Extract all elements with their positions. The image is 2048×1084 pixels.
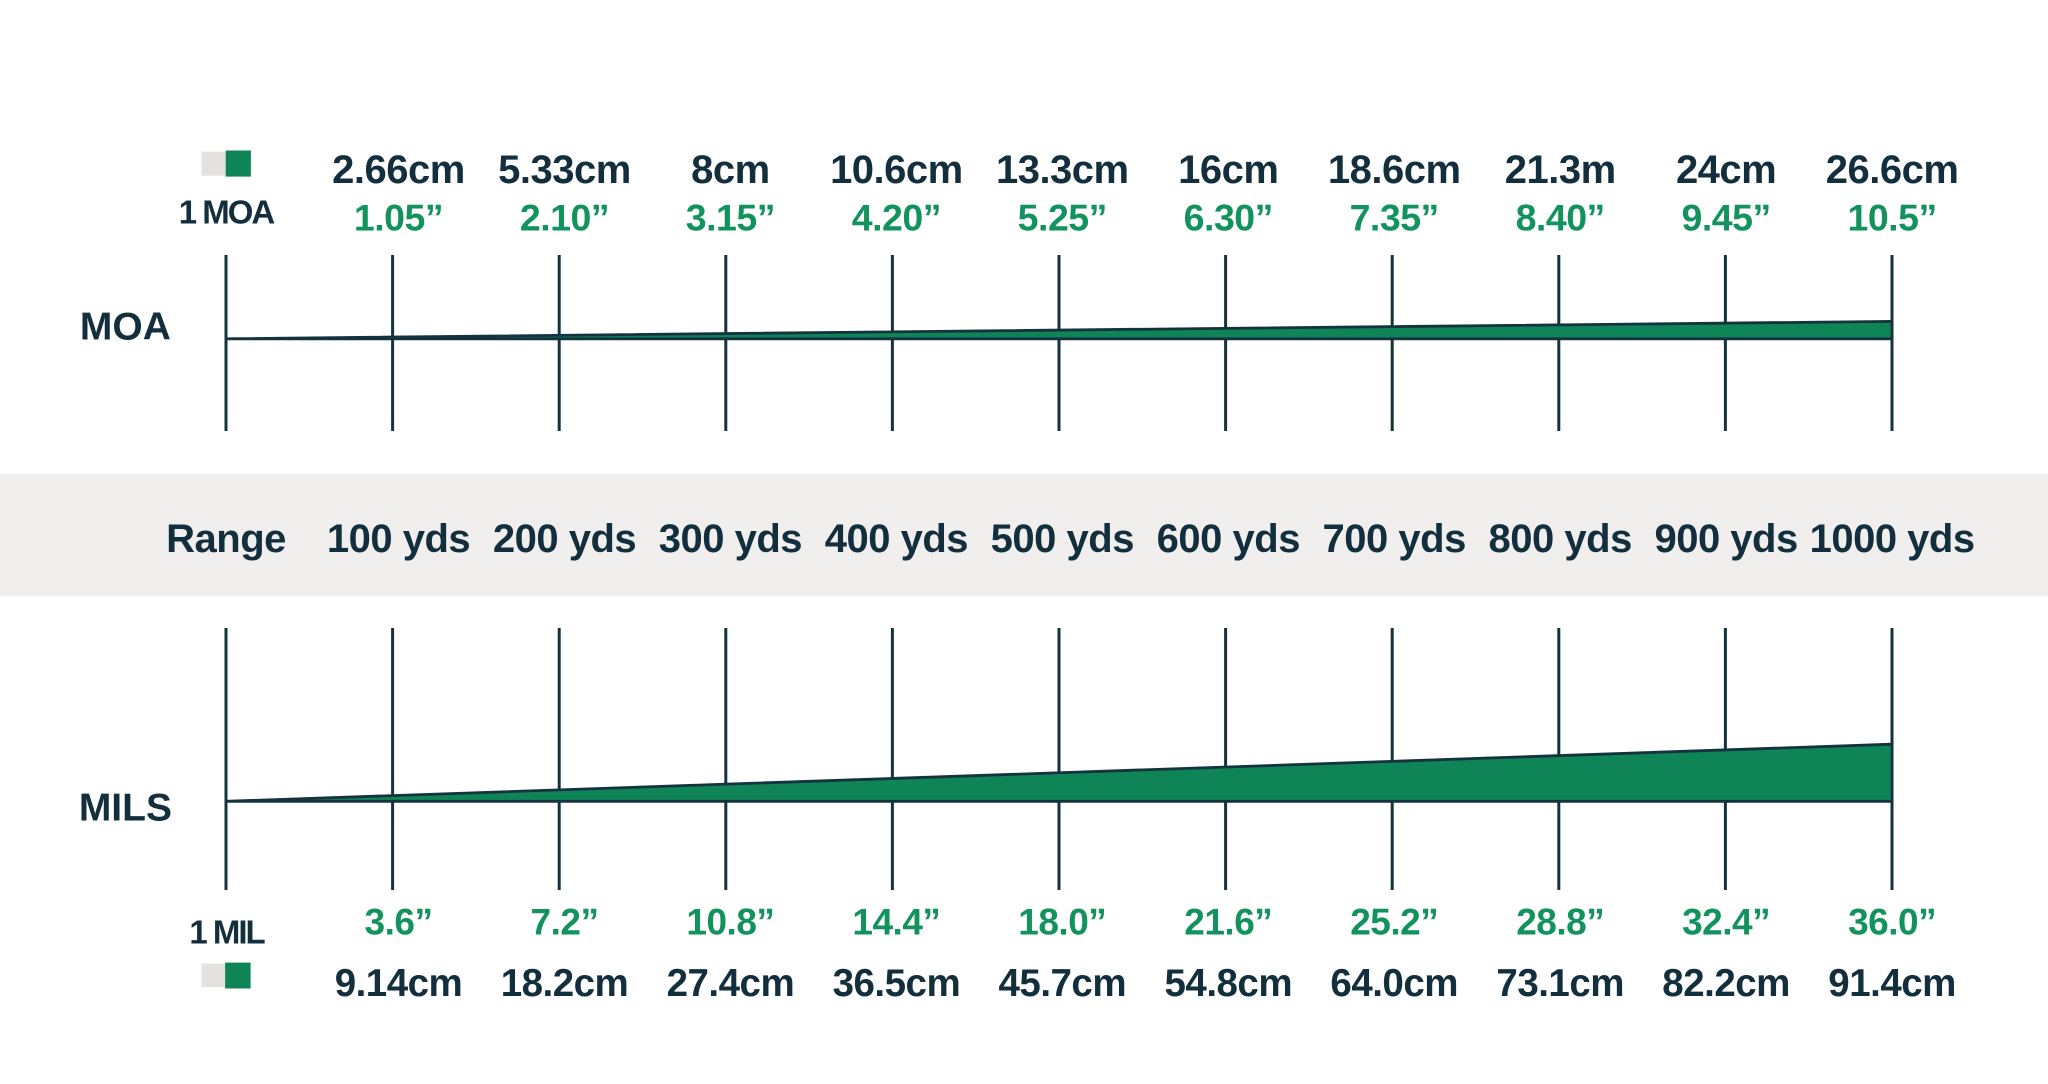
svg-text:18.0”: 18.0” <box>1018 902 1106 943</box>
svg-text:21.3m: 21.3m <box>1505 148 1616 192</box>
svg-text:73.1cm: 73.1cm <box>1496 962 1624 1005</box>
svg-text:7.2”: 7.2” <box>531 902 599 943</box>
svg-text:36.5cm: 36.5cm <box>833 962 961 1005</box>
svg-text:64.0cm: 64.0cm <box>1330 962 1458 1005</box>
svg-text:18.2cm: 18.2cm <box>501 962 629 1005</box>
svg-text:900 yds: 900 yds <box>1654 517 1797 561</box>
svg-text:28.8”: 28.8” <box>1516 902 1604 943</box>
svg-text:MOA: MOA <box>80 306 171 349</box>
svg-text:500 yds: 500 yds <box>991 517 1134 561</box>
svg-text:700 yds: 700 yds <box>1323 517 1466 561</box>
svg-text:91.4cm: 91.4cm <box>1828 962 1956 1005</box>
svg-text:800 yds: 800 yds <box>1489 517 1632 561</box>
svg-text:2.10”: 2.10” <box>520 197 609 239</box>
svg-text:6.30”: 6.30” <box>1184 197 1273 239</box>
svg-text:10.8”: 10.8” <box>686 902 774 943</box>
svg-text:9.14cm: 9.14cm <box>335 962 463 1005</box>
svg-text:9.45”: 9.45” <box>1681 197 1770 239</box>
svg-text:32.4”: 32.4” <box>1682 902 1770 943</box>
svg-text:8cm: 8cm <box>691 148 770 192</box>
svg-text:13.3cm: 13.3cm <box>996 148 1129 192</box>
svg-text:MILS: MILS <box>79 786 172 829</box>
svg-text:3.15”: 3.15” <box>686 197 775 239</box>
svg-text:300 yds: 300 yds <box>659 517 802 561</box>
svg-text:27.4cm: 27.4cm <box>667 962 795 1005</box>
svg-text:18.6cm: 18.6cm <box>1328 148 1461 192</box>
svg-text:21.6”: 21.6” <box>1184 902 1272 943</box>
svg-text:1.05”: 1.05” <box>354 197 443 239</box>
svg-text:10.6cm: 10.6cm <box>830 148 963 192</box>
svg-text:1 MIL: 1 MIL <box>189 914 265 951</box>
svg-text:7.35”: 7.35” <box>1350 197 1439 239</box>
svg-text:2.66cm: 2.66cm <box>332 148 465 192</box>
svg-text:1 MOA: 1 MOA <box>179 194 275 231</box>
svg-text:26.6cm: 26.6cm <box>1826 148 1959 192</box>
svg-text:25.2”: 25.2” <box>1350 902 1438 943</box>
svg-text:1000 yds: 1000 yds <box>1810 517 1975 561</box>
svg-text:5.33cm: 5.33cm <box>498 148 631 192</box>
svg-text:8.40”: 8.40” <box>1516 197 1605 239</box>
svg-text:Range: Range <box>166 517 286 561</box>
svg-text:4.20”: 4.20” <box>852 197 941 239</box>
svg-text:45.7cm: 45.7cm <box>999 962 1127 1005</box>
svg-text:200 yds: 200 yds <box>493 517 636 561</box>
svg-text:16cm: 16cm <box>1178 148 1278 192</box>
svg-text:5.25”: 5.25” <box>1018 197 1107 239</box>
svg-text:100 yds: 100 yds <box>327 517 470 561</box>
svg-text:400 yds: 400 yds <box>825 517 968 561</box>
svg-text:10.5”: 10.5” <box>1847 197 1936 239</box>
svg-text:54.8cm: 54.8cm <box>1165 962 1293 1005</box>
svg-text:36.0”: 36.0” <box>1848 902 1936 943</box>
svg-text:600 yds: 600 yds <box>1157 517 1300 561</box>
svg-text:24cm: 24cm <box>1676 148 1776 192</box>
svg-text:14.4”: 14.4” <box>852 902 940 943</box>
svg-text:3.6”: 3.6” <box>365 902 433 943</box>
svg-text:82.2cm: 82.2cm <box>1662 962 1790 1005</box>
